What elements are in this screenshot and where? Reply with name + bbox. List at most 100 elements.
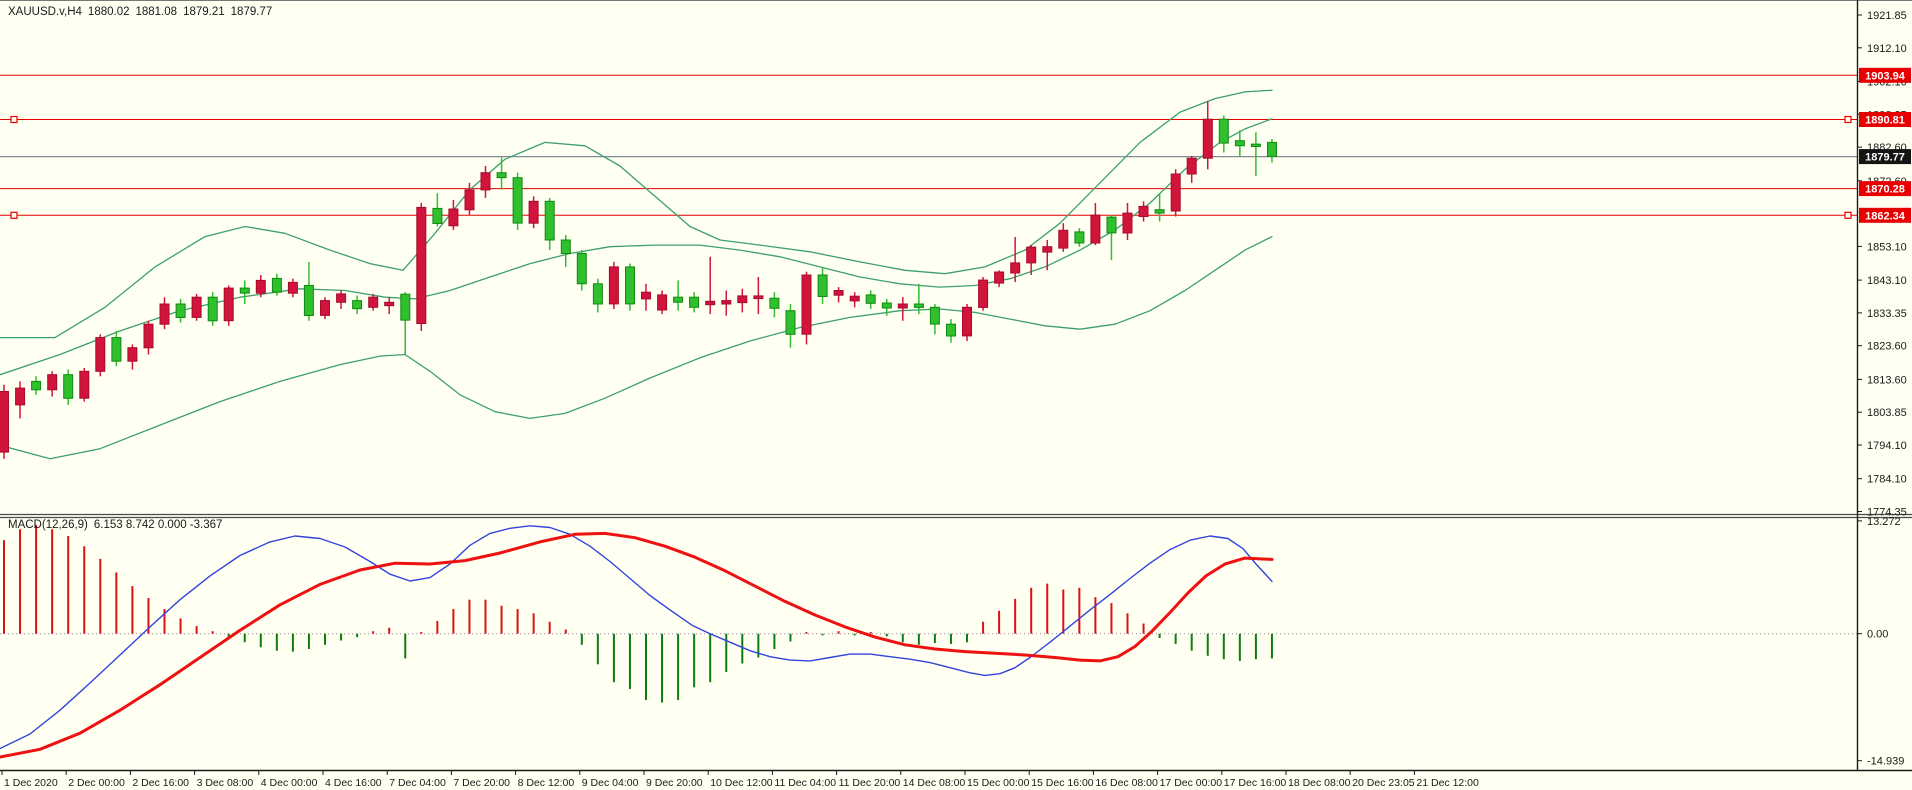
price-badge-label: 1862.34: [1865, 210, 1906, 222]
candlesticks: [0, 101, 1277, 459]
candle-body: [881, 302, 892, 309]
hline-handle[interactable]: [1844, 115, 1852, 124]
time-tick-label: 4 Dec 16:00: [325, 777, 382, 789]
macd-signal-line: [0, 531, 1274, 759]
time-tick-label: 8 Dec 12:00: [518, 777, 575, 789]
candle-body: [320, 300, 330, 316]
candle-body: [544, 200, 555, 241]
candle-body: [159, 303, 170, 325]
candle-body: [496, 172, 507, 179]
candle-body: [528, 200, 539, 224]
hline-handle[interactable]: [10, 115, 18, 124]
time-tick-label: 18 Dec 08:00: [1288, 777, 1351, 789]
time-tick-label: 10 Dec 12:00: [710, 777, 773, 789]
candle-body: [560, 239, 571, 254]
candle-body: [1186, 157, 1197, 175]
candle-body: [432, 207, 443, 224]
macd-name: MACD(12,26,9): [8, 519, 88, 531]
candle-body: [63, 374, 74, 399]
panel-borders: [0, 0, 1912, 772]
candle-body: [576, 253, 587, 285]
candle-body: [175, 303, 186, 318]
candle-body: [769, 297, 780, 309]
candle-body: [384, 301, 395, 307]
candle-body: [239, 287, 250, 294]
candle-body: [255, 279, 266, 294]
level-badge: [1859, 181, 1911, 197]
candle-body: [1058, 229, 1069, 249]
candle-body: [15, 387, 26, 406]
chart-title: XAUUSD.v,H4 1880.02 1881.08 1879.21 1879.77: [8, 6, 278, 18]
ohlc-open: 1880.02: [87, 6, 130, 18]
candle-body: [31, 380, 42, 391]
candle-body: [641, 291, 651, 300]
hline-handle[interactable]: [10, 211, 18, 219]
price-tick-label: 1774.35: [1867, 507, 1907, 519]
level-badge: [1859, 112, 1911, 127]
candle-body: [416, 206, 427, 324]
candle-body: [207, 296, 218, 322]
candle-body: [721, 300, 732, 305]
ohlc-close: 1879.77: [230, 6, 273, 18]
hline-handle[interactable]: [1844, 211, 1852, 219]
time-tick-label: 1 Dec 2020: [4, 777, 58, 789]
macd-panel: [0, 524, 1857, 759]
price-badge-label: 1879.77: [1865, 152, 1905, 164]
candle-body: [1154, 209, 1165, 214]
time-tick-label: 4 Dec 00:00: [261, 777, 318, 789]
candle-body: [817, 274, 828, 297]
candle-body: [608, 266, 619, 305]
candle-body: [1122, 212, 1133, 234]
level-badge: [1859, 67, 1911, 83]
time-tick-label: 16 Dec 08:00: [1095, 777, 1158, 789]
candle-body: [849, 295, 860, 302]
candle-body: [592, 283, 603, 305]
current-price-badge: [1859, 149, 1911, 165]
time-tick-label: 20 Dec 23:05: [1352, 777, 1415, 789]
price-tick-label: 1794.10: [1867, 440, 1907, 452]
candle-body: [143, 323, 154, 349]
time-tick-label: 3 Dec 08:00: [197, 777, 254, 789]
candle-body: [111, 337, 122, 362]
price-badge-label: 1890.81: [1865, 115, 1905, 127]
axis-price-badges: 1903.94 1890.81 1879.77 1870.28 1862.34: [1859, 67, 1911, 223]
candle-body: [865, 294, 876, 304]
candle-body: [929, 306, 940, 325]
macd-tick-label: 13.272: [1867, 516, 1901, 528]
candle-body: [464, 189, 475, 211]
candle-body: [785, 310, 796, 335]
price-tick-label: 1921.85: [1867, 10, 1907, 22]
candle-body: [962, 306, 972, 337]
macd-tick-label: 0.00: [1867, 629, 1888, 641]
candle-body: [1250, 143, 1261, 148]
price-badge-label: 1870.28: [1865, 184, 1905, 196]
candle-body: [657, 294, 668, 311]
time-tick-label: 11 Dec 20:00: [839, 777, 901, 789]
price-badge-label: 1903.94: [1865, 70, 1906, 82]
candle-body: [673, 296, 684, 303]
candle-body: [1267, 141, 1277, 157]
price-tick-label: 1833.35: [1867, 308, 1907, 320]
time-tick-label: 2 Dec 00:00: [68, 777, 125, 789]
candle-body: [79, 370, 90, 399]
candle-body: [1026, 246, 1037, 264]
macd-line: [0, 525, 1273, 750]
time-axis[interactable]: 1 Dec 2020 2 Dec 00:00 2 Dec 16:00 3 Dec 08…: [1, 770, 1479, 789]
candle-body: [368, 296, 379, 308]
bollinger-lower-band: [0, 235, 1273, 460]
symbol-period-label: XAUUSD.v,H4: [8, 6, 82, 18]
candle-body: [1090, 214, 1101, 244]
candle-body: [1202, 118, 1213, 159]
candle-body: [95, 337, 106, 372]
candle-body: [1010, 262, 1021, 274]
candle-body: [705, 300, 716, 306]
macd-values: 6.153 8.742 0.000 -3.367: [93, 519, 223, 531]
candle-body: [801, 274, 812, 335]
time-tick-label: 17 Dec 16:00: [1224, 777, 1287, 789]
candle-body: [833, 290, 844, 296]
candle-body: [994, 271, 1005, 284]
candle-body: [1234, 140, 1245, 147]
candle-body: [127, 347, 138, 362]
time-tick-label: 15 Dec 00:00: [967, 777, 1030, 789]
